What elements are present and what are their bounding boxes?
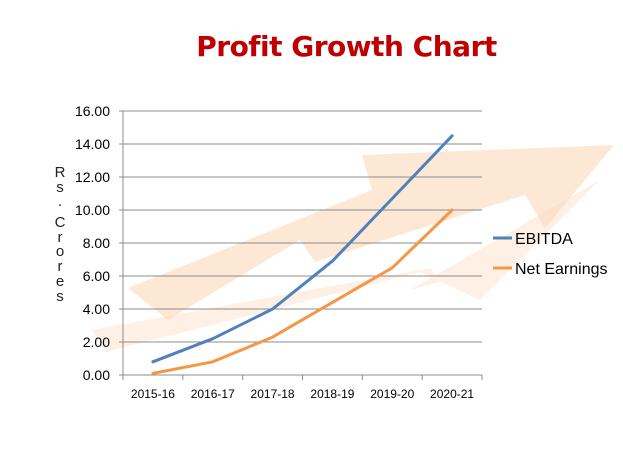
legend: EBITDA Net Earnings [493,231,608,278]
y-axis-label-char: . [57,193,63,211]
y-axis-label-char: s [56,287,64,305]
legend-label: Net Earnings [515,261,608,278]
y-tick-label: 14.00 [75,136,110,152]
y-tick-labels: 0.00 2.00 4.00 6.00 8.00 10.00 12.00 14.00 16.00 [75,103,110,383]
y-axis-label-char: r [57,228,63,246]
series-line-net-earnings [151,208,454,375]
axes [119,110,483,380]
y-tick-label: 6.00 [83,268,110,284]
y-tick-label: 2.00 [83,334,110,350]
y-tick-label: 4.00 [83,301,110,317]
y-tick-label: 12.00 [75,169,110,185]
y-axis-label-char: s [56,178,64,196]
x-tick-labels: 2015-16 2016-17 2017-18 2018-19 2019-20 2020-… [131,387,475,401]
y-tick-label: 8.00 [83,235,110,251]
x-tick-label: 2019-20 [370,387,414,401]
series-lines [151,134,454,375]
y-axis-label-char: C [54,214,66,232]
y-tick-label: 10.00 [75,202,110,218]
background-arrow-upper [128,145,614,320]
x-tick-label: 2020-21 [430,387,474,401]
y-axis-label-char: e [55,272,65,290]
x-tick-label: 2015-16 [131,387,175,401]
x-tick-label: 2017-18 [251,387,295,401]
y-axis-label-char: r [57,258,63,276]
x-tick-label: 2016-17 [191,387,235,401]
chart-title: Profit Growth Chart [196,30,497,63]
x-tick-label: 2018-19 [310,387,354,401]
y-tick-label: 0.00 [83,367,110,383]
y-axis-label-char: R [54,164,66,181]
legend-label: EBITDA [515,231,573,248]
y-axis-label-char: o [55,243,65,261]
y-tick-label: 16.00 [75,103,110,119]
series-line-ebitda [151,134,454,364]
grid-lines [123,110,482,343]
